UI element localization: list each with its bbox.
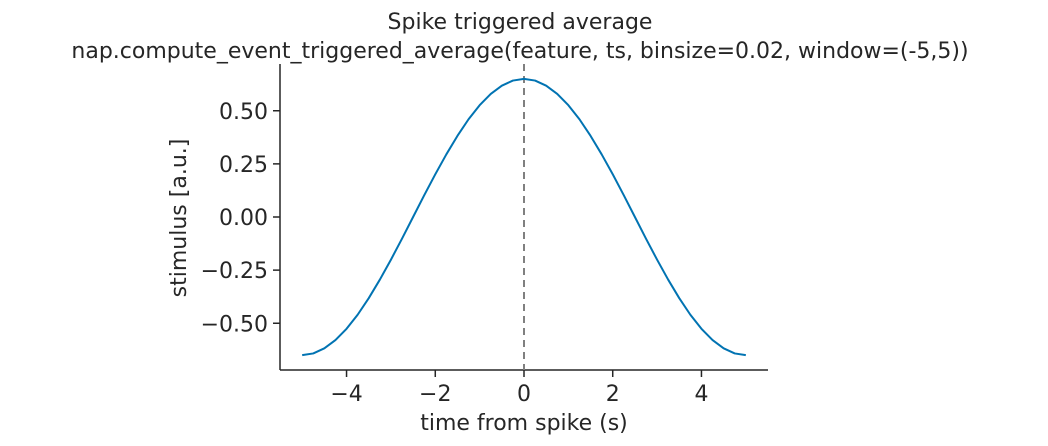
y-tick-label: 0.50: [219, 100, 268, 125]
chart-title: Spike triggered average: [388, 10, 653, 35]
x-tick-label: −2: [419, 382, 451, 407]
y-tick-label: −0.25: [201, 259, 268, 284]
x-tick-label: −4: [330, 382, 362, 407]
chart-subtitle: nap.compute_event_triggered_average(feat…: [71, 39, 968, 64]
y-tick-label: −0.50: [201, 312, 268, 337]
x-tick-label: 4: [694, 382, 708, 407]
series-line: [302, 77, 746, 357]
x-axis-label: time from spike (s): [420, 411, 628, 436]
y-axis-label: stimulus [a.u.]: [167, 139, 192, 298]
x-tick-label: 2: [606, 382, 620, 407]
plot-area: −4 −2 0 2 4 −0.50 −0.25 0.00 0.25 0.50: [201, 64, 768, 407]
x-tick-label: 0: [517, 382, 531, 407]
y-tick-label: 0.25: [219, 153, 268, 178]
y-tick-label: 0.00: [219, 206, 268, 231]
